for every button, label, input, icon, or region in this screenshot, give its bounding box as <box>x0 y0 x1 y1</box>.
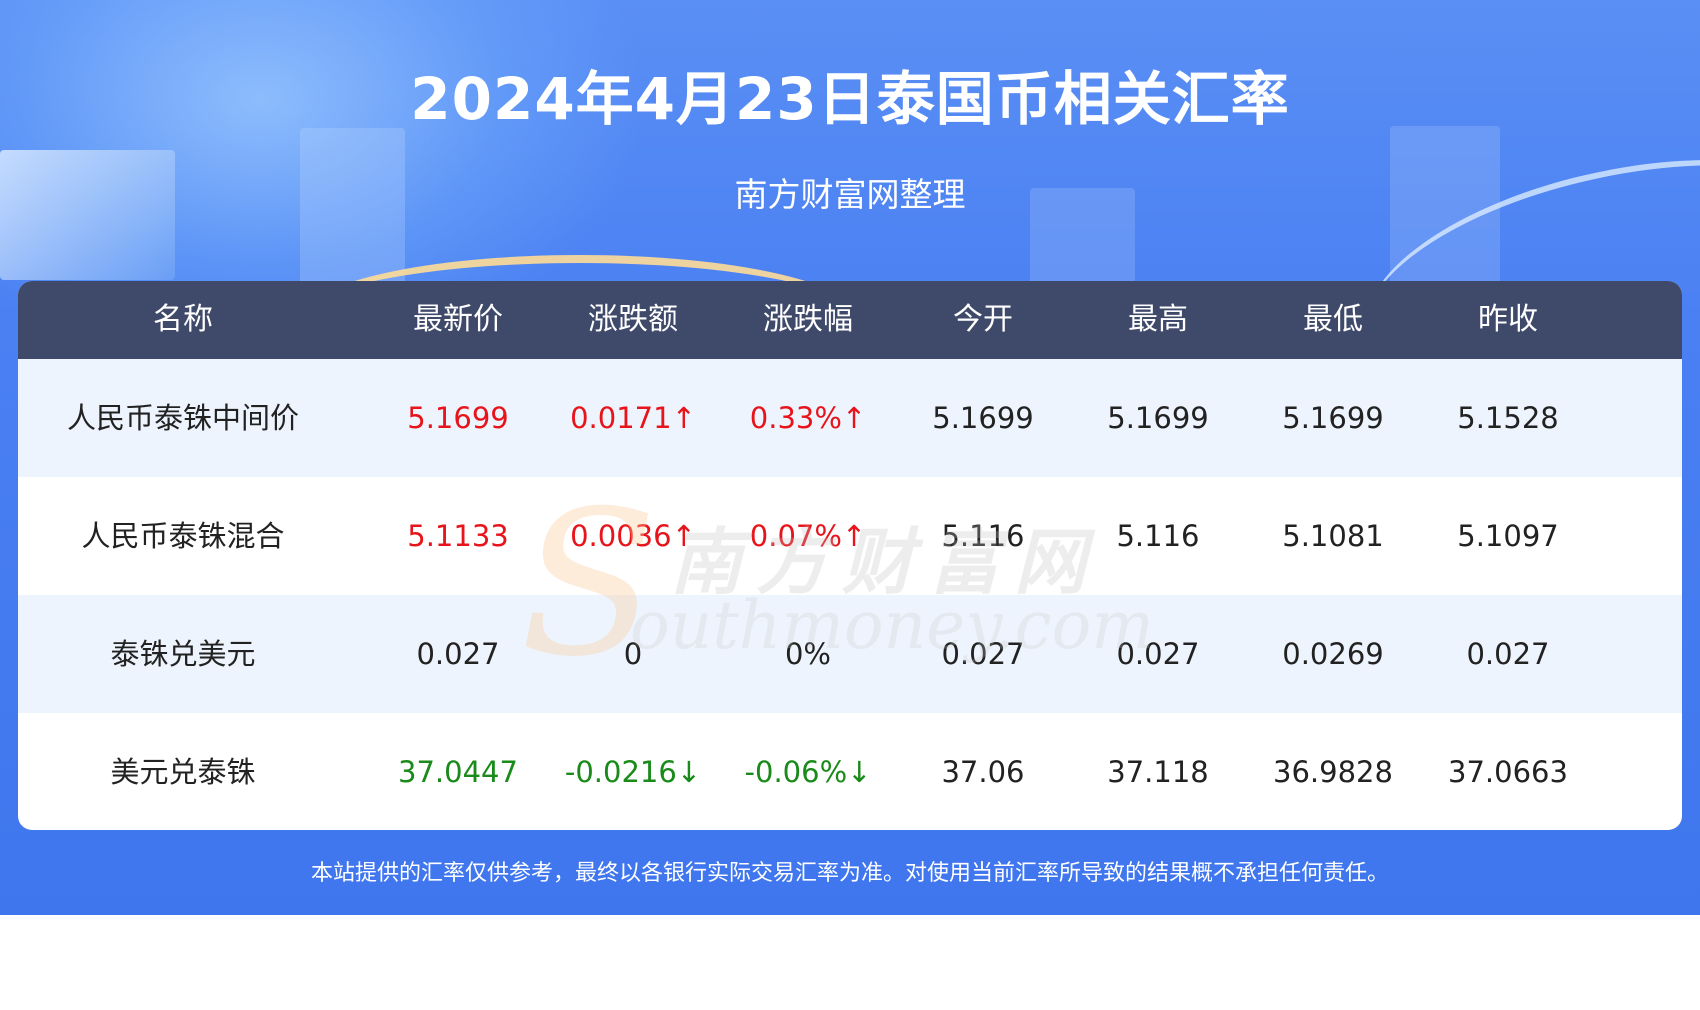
table-row: 人民币泰铢混合 5.1133 0.0036↑ 0.07%↑ 5.116 5.11… <box>18 477 1682 595</box>
change-amount: 0.0171↑ <box>570 401 696 435</box>
prev-close-price: 5.1097 <box>1457 519 1559 553</box>
column-header-change-pct: 涨跌幅 <box>763 302 853 337</box>
change-percent: -0.06%↓ <box>744 755 872 789</box>
latest-price: 5.1133 <box>407 519 509 553</box>
low-price: 36.9828 <box>1273 755 1393 789</box>
prev-close-price: 37.0663 <box>1448 755 1568 789</box>
table-row: 人民币泰铢中间价 5.1699 0.0171↑ 0.33%↑ 5.1699 5.… <box>18 359 1682 477</box>
open-price: 0.027 <box>941 637 1025 671</box>
change-amount: 0.0036↑ <box>570 519 696 553</box>
row-name: 美元兑泰铢 <box>110 755 256 789</box>
change-percent: 0.33%↑ <box>749 401 867 435</box>
page-title: 2024年4月23日泰国币相关汇率 <box>410 65 1290 133</box>
banner-decoration <box>0 150 175 280</box>
banner-arc <box>300 255 860 383</box>
column-header-open: 今开 <box>953 302 1013 337</box>
column-header-change: 涨跌额 <box>588 302 678 337</box>
table-row: 泰铢兑美元 0.027 0 0% 0.027 0.027 0.0269 0.02… <box>18 595 1682 713</box>
banner-decoration <box>300 128 405 288</box>
change-amount: 0 <box>623 637 643 671</box>
open-price: 5.1699 <box>932 401 1034 435</box>
high-price: 5.116 <box>1116 519 1200 553</box>
page-subtitle: 南方财富网整理 <box>734 175 966 214</box>
prev-close-price: 0.027 <box>1466 637 1550 671</box>
disclaimer-text: 本站提供的汇率仅供参考，最终以各银行实际交易汇率为准。对使用当前汇率所导致的结果… <box>310 861 1389 886</box>
high-price: 0.027 <box>1116 637 1200 671</box>
high-price: 5.1699 <box>1107 401 1209 435</box>
latest-price: 37.0447 <box>398 755 518 789</box>
column-header-latest: 最新价 <box>413 302 503 337</box>
column-header-name: 名称 <box>153 302 213 337</box>
column-header-prev-close: 昨收 <box>1478 302 1538 337</box>
low-price: 5.1699 <box>1282 401 1384 435</box>
table-row: 美元兑泰铢 37.0447 -0.0216↓ -0.06%↓ 37.06 37.… <box>18 713 1682 830</box>
header-banner: 2024年4月23日泰国币相关汇率 南方财富网整理 名称 最新价 涨跌额 涨跌幅… <box>0 0 1700 915</box>
change-percent: 0.07%↑ <box>749 519 867 553</box>
table-header-row: 名称 最新价 涨跌额 涨跌幅 今开 最高 最低 昨收 <box>18 281 1682 359</box>
open-price: 37.06 <box>941 755 1025 789</box>
latest-price: 5.1699 <box>407 401 509 435</box>
low-price: 5.1081 <box>1282 519 1384 553</box>
change-amount: -0.0216↓ <box>564 755 702 789</box>
latest-price: 0.027 <box>416 637 500 671</box>
row-name: 人民币泰铢中间价 <box>66 401 299 435</box>
prev-close-price: 5.1528 <box>1457 401 1559 435</box>
low-price: 0.0269 <box>1282 637 1384 671</box>
open-price: 5.116 <box>941 519 1025 553</box>
rate-table: 名称 最新价 涨跌额 涨跌幅 今开 最高 最低 昨收 人民币泰铢中间价 5.16… <box>18 281 1682 830</box>
column-header-high: 最高 <box>1128 302 1188 337</box>
banner-decoration <box>1390 126 1500 296</box>
high-price: 37.118 <box>1107 755 1209 789</box>
column-header-low: 最低 <box>1303 302 1363 337</box>
row-name: 泰铢兑美元 <box>110 637 256 671</box>
banner-decoration <box>1030 188 1135 298</box>
change-percent: 0% <box>784 637 831 671</box>
row-name: 人民币泰铢混合 <box>81 519 285 553</box>
